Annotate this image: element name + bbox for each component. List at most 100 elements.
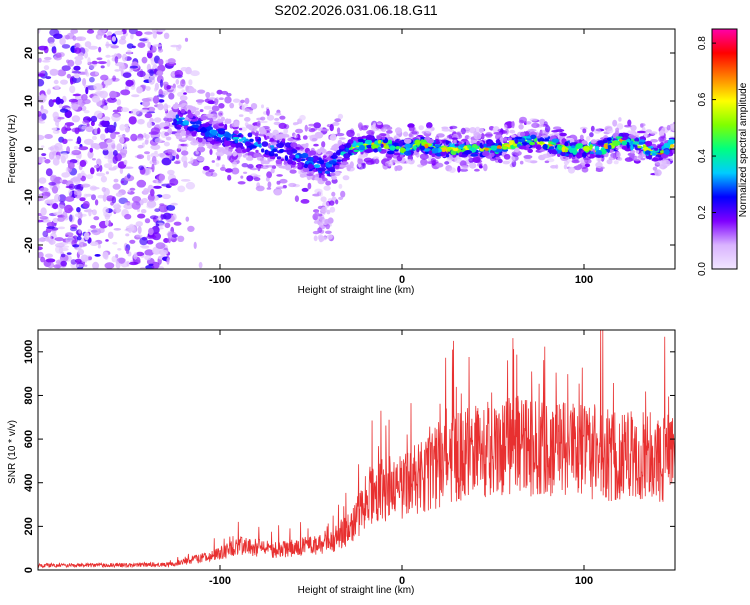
heatmap-cell bbox=[416, 147, 420, 153]
heatmap-cell bbox=[55, 96, 61, 105]
heatmap-cell bbox=[454, 143, 460, 147]
heatmap-cell bbox=[93, 110, 103, 119]
heatmap-cell bbox=[110, 45, 119, 49]
heatmap-cell bbox=[155, 242, 166, 250]
heatmap-cell bbox=[147, 106, 156, 112]
heatmap-cell bbox=[83, 232, 90, 241]
heatmap-cell bbox=[381, 136, 386, 140]
heatmap-cell bbox=[232, 136, 240, 140]
heatmap-cell bbox=[295, 154, 300, 159]
heatmap-cell bbox=[174, 69, 184, 78]
heatmap-cell bbox=[135, 251, 145, 257]
heatmap-cell bbox=[308, 135, 317, 138]
heatmap-cell bbox=[71, 75, 82, 84]
heatmap-cell bbox=[52, 49, 57, 54]
heatmap-cell bbox=[41, 113, 47, 120]
heatmap-cell bbox=[125, 79, 134, 87]
heatmap-cell bbox=[193, 241, 197, 249]
heatmap-cell bbox=[452, 147, 459, 152]
heatmap-cell bbox=[459, 144, 465, 148]
heatmap-cell bbox=[590, 125, 595, 132]
heatmap-cell bbox=[113, 228, 122, 231]
heatmap-cell bbox=[170, 202, 178, 206]
heatmap-cell bbox=[166, 204, 176, 211]
heatmap-cell bbox=[86, 29, 95, 34]
heatmap-cell bbox=[265, 176, 270, 182]
heatmap-cell bbox=[403, 138, 412, 144]
heatmap-cell bbox=[129, 65, 139, 69]
heatmap-cell bbox=[120, 107, 130, 113]
heatmap-cell bbox=[196, 156, 205, 162]
heatmap-cell bbox=[190, 157, 194, 164]
heatmap-cell bbox=[408, 125, 415, 132]
heatmap-cell bbox=[121, 53, 128, 62]
heatmap-cell bbox=[335, 199, 339, 205]
heatmap-cell bbox=[149, 69, 155, 76]
heatmap-cell bbox=[262, 161, 270, 165]
heatmap-cell bbox=[75, 42, 81, 49]
heatmap-cell bbox=[165, 136, 172, 141]
heatmap-cell bbox=[130, 33, 134, 40]
y-tick-label: 0 bbox=[23, 146, 35, 152]
heatmap-cell bbox=[525, 136, 532, 139]
heatmap-cell bbox=[76, 236, 82, 241]
heatmap-cell bbox=[180, 67, 188, 72]
heatmap-cell bbox=[419, 145, 425, 151]
heatmap-cell bbox=[90, 225, 97, 229]
heatmap-cell bbox=[102, 194, 107, 202]
heatmap-cell bbox=[211, 105, 220, 112]
heatmap-cell bbox=[197, 89, 206, 94]
heatmap-cell bbox=[261, 141, 269, 147]
heatmap-cell bbox=[297, 166, 303, 170]
heatmap-cell bbox=[265, 135, 270, 139]
heatmap-cell bbox=[334, 164, 340, 170]
heatmap-cell bbox=[158, 173, 166, 182]
heatmap-cell bbox=[457, 165, 461, 173]
heatmap-cell bbox=[67, 59, 75, 67]
heatmap-cell bbox=[124, 202, 133, 206]
heatmap-cell bbox=[495, 139, 501, 144]
heatmap-cell bbox=[224, 123, 228, 130]
heatmap-cell bbox=[220, 166, 226, 171]
heatmap-cell bbox=[449, 126, 453, 130]
heatmap-cell bbox=[140, 245, 150, 248]
heatmap-cell bbox=[185, 216, 190, 222]
heatmap-cell bbox=[196, 146, 206, 153]
heatmap-cell bbox=[74, 47, 82, 54]
heatmap-cell bbox=[158, 204, 169, 213]
heatmap-cell bbox=[224, 168, 234, 173]
heatmap-cell bbox=[627, 119, 632, 127]
heatmap-cell bbox=[616, 123, 624, 130]
heatmap-cell bbox=[250, 144, 255, 149]
heatmap-cell bbox=[112, 155, 118, 164]
heatmap-cell bbox=[444, 161, 450, 165]
heatmap-cell bbox=[83, 110, 90, 114]
heatmap-cell bbox=[264, 133, 271, 136]
heatmap-cell bbox=[243, 103, 249, 107]
heatmap-cell bbox=[615, 136, 623, 139]
heatmap-cell bbox=[57, 116, 65, 120]
heatmap-cell bbox=[312, 230, 320, 235]
heatmap-cell bbox=[163, 103, 169, 112]
heatmap-cell bbox=[64, 122, 75, 127]
snr-series-line bbox=[38, 330, 675, 569]
heatmap-cell bbox=[320, 196, 327, 202]
heatmap-cell bbox=[135, 234, 143, 238]
heatmap-cell bbox=[324, 170, 331, 174]
heatmap-cell bbox=[274, 153, 278, 157]
heatmap-cell bbox=[218, 97, 224, 100]
heatmap-cell bbox=[357, 138, 364, 143]
heatmap-cell bbox=[213, 98, 219, 106]
heatmap-cell bbox=[247, 163, 254, 169]
heatmap-cell bbox=[198, 261, 203, 269]
heatmap-cell bbox=[185, 181, 196, 190]
heatmap-cell bbox=[97, 61, 107, 65]
heatmap-cell bbox=[91, 194, 96, 201]
heatmap-cell bbox=[290, 142, 298, 148]
heatmap-cell bbox=[111, 255, 117, 263]
heatmap-cell bbox=[518, 145, 527, 150]
heatmap-cell bbox=[64, 204, 73, 214]
heatmap-cell bbox=[182, 120, 190, 126]
heatmap-cell bbox=[259, 126, 266, 133]
